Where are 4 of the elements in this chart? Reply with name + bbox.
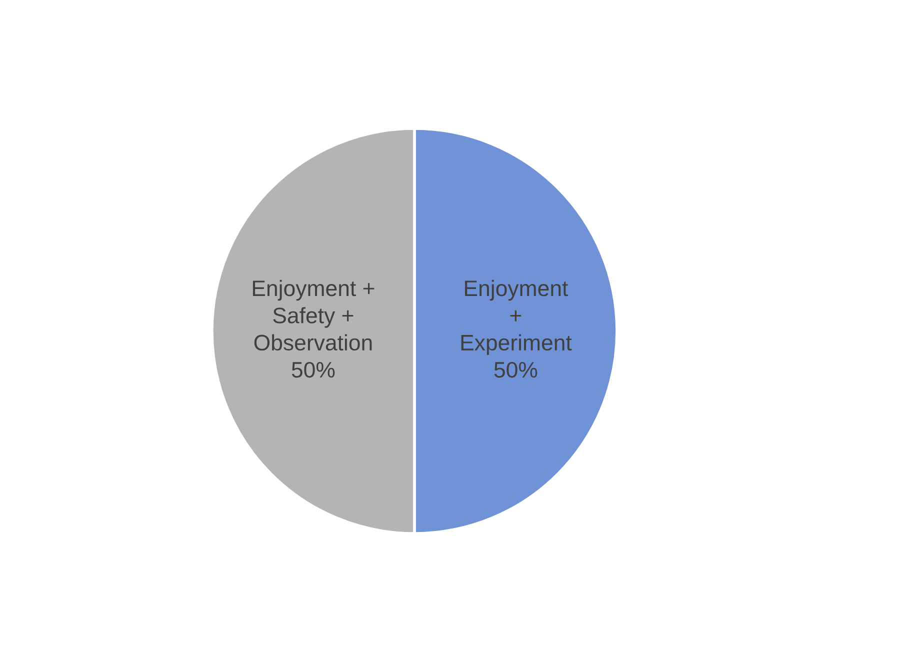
slice-label: Enjoyment + Safety + Observation <box>252 280 374 351</box>
data-label: 50% <box>494 362 538 378</box>
slice-label: Enjoyment + Experiment <box>461 280 572 355</box>
data-label: 50% <box>292 362 335 378</box>
